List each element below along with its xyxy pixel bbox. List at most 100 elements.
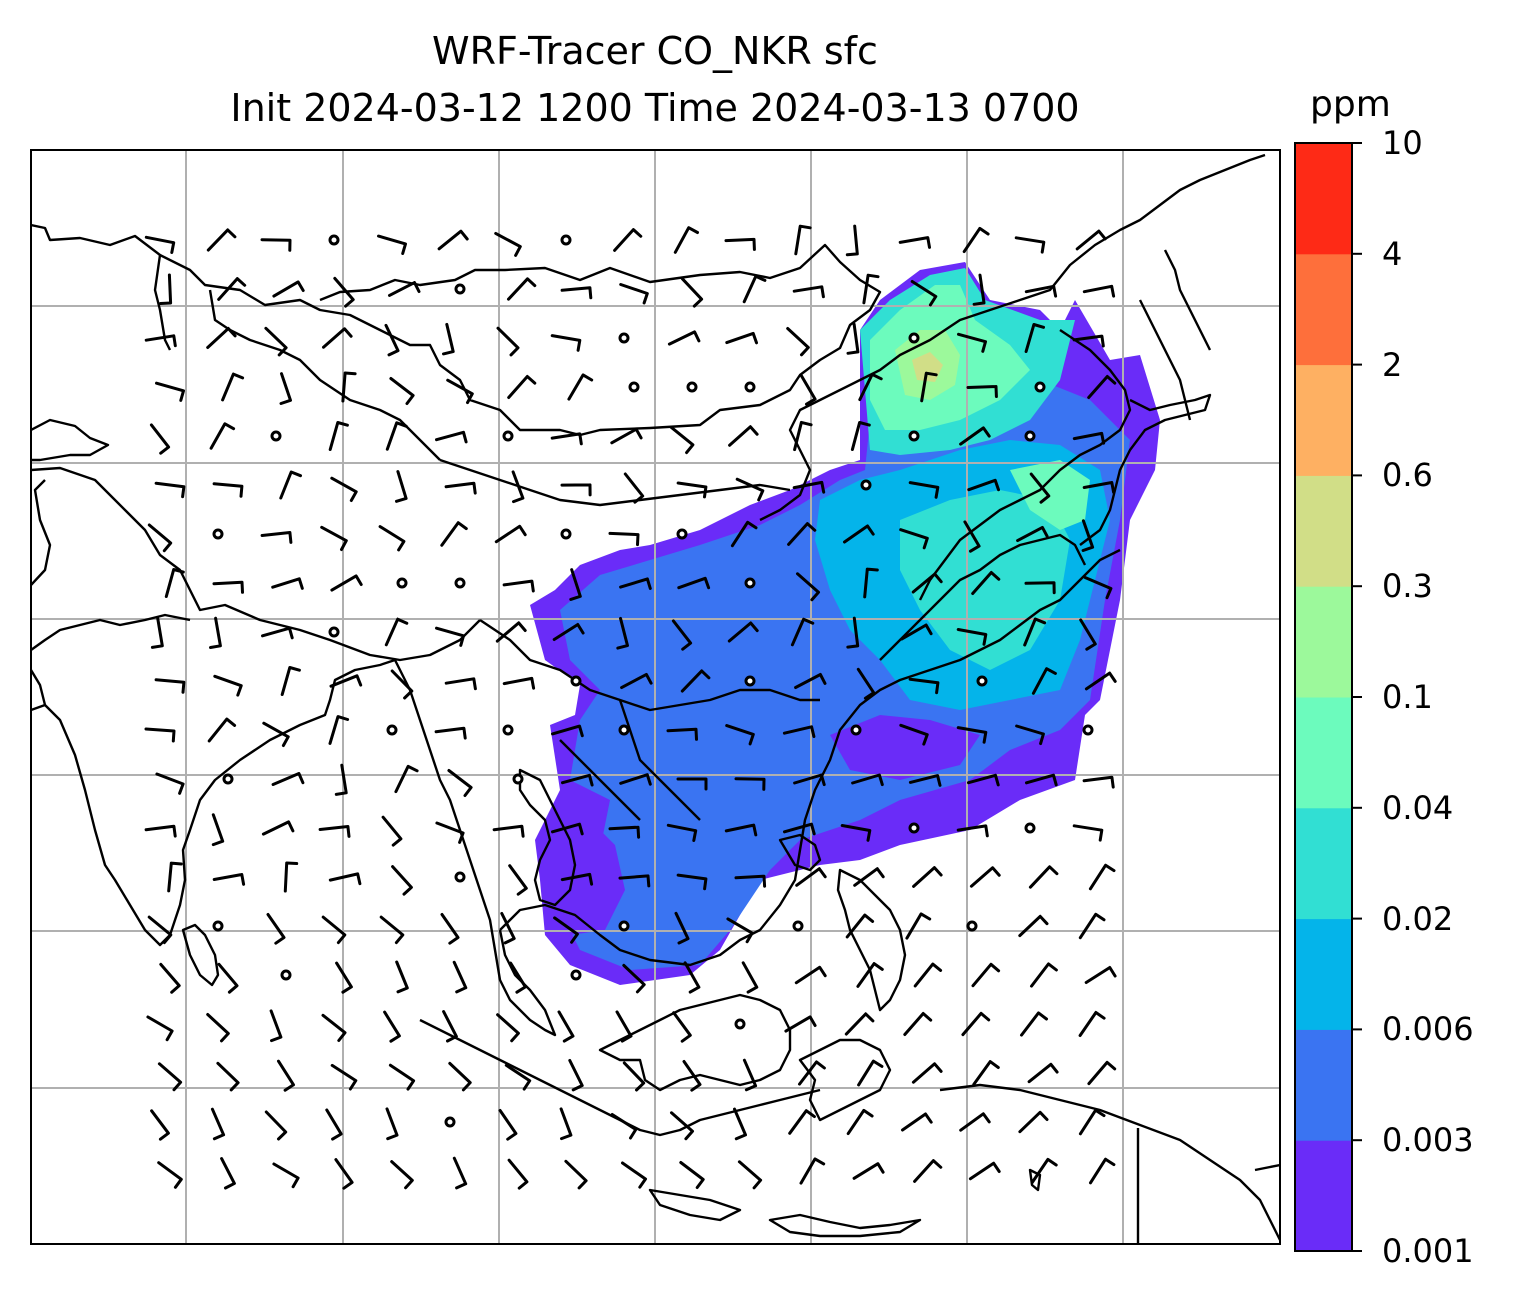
coastline [31, 658, 396, 947]
wind-barb [260, 531, 293, 544]
wind-barb [330, 574, 363, 592]
wind-barb [676, 777, 708, 791]
wind-barb [446, 378, 474, 405]
wind-barb [209, 616, 222, 649]
wind-barb [968, 1161, 1001, 1181]
wind-barb [956, 628, 988, 646]
wind-barb [1018, 1110, 1049, 1134]
wind-barb [957, 332, 987, 353]
calm-marker [1034, 381, 1046, 393]
wind-barb [330, 1063, 358, 1091]
wind-barb [440, 913, 460, 945]
wind-barb [389, 377, 415, 405]
wind-barb [437, 229, 469, 251]
wind-barb [840, 824, 872, 842]
wind-barb [1029, 472, 1051, 504]
wind-barb [261, 626, 294, 640]
wind-barb [494, 524, 527, 544]
wind-barb [680, 277, 704, 308]
wind-barb [969, 866, 1001, 888]
wind-barb [608, 531, 640, 547]
wind-barb [733, 1107, 747, 1141]
wind-barb [1088, 863, 1116, 891]
wind-barb [381, 815, 403, 847]
wind-barb [507, 277, 537, 301]
wind-barb [266, 913, 286, 945]
wind-barb [378, 525, 406, 552]
wind-barb [328, 715, 350, 745]
calm-marker [502, 430, 514, 442]
calm-marker [686, 381, 698, 393]
calm-marker [908, 430, 920, 442]
wind-barb [206, 1013, 230, 1043]
calm-marker [1024, 430, 1036, 442]
colorbar-tick-label: 0.6 [1382, 456, 1433, 495]
colorbar-segment [1295, 253, 1352, 366]
calm-marker [386, 724, 398, 736]
wind-barb [561, 773, 594, 787]
wind-barb [146, 1015, 174, 1042]
wind-barb [1030, 962, 1058, 988]
wind-barb [550, 432, 583, 446]
wind-barb [452, 1156, 468, 1190]
wind-barb [496, 1013, 520, 1043]
wind-barb [328, 872, 362, 886]
wind-barb [442, 322, 455, 356]
wind-barb [553, 916, 579, 944]
coastline [778, 833, 822, 872]
country-border [153, 254, 441, 461]
wind-barb [901, 1112, 933, 1132]
coastline [939, 1083, 1280, 1241]
calm-marker [560, 528, 572, 540]
wind-barb [844, 1012, 875, 1036]
colorbar-segment [1295, 807, 1352, 920]
wind-barb [863, 567, 879, 599]
wind-barb [669, 425, 695, 455]
wind-barb [567, 373, 594, 401]
coastline [518, 768, 577, 907]
wind-barb [261, 820, 295, 836]
wind-barb [1028, 865, 1059, 889]
wind-barb [496, 326, 520, 357]
calm-marker [734, 1018, 746, 1030]
wind-barb [154, 481, 186, 499]
wind-barb [388, 281, 421, 297]
calm-marker [1082, 724, 1094, 736]
calm-marker [212, 528, 224, 540]
wind-barb [212, 482, 244, 498]
wind-barb [971, 571, 1001, 595]
wind-barb [1082, 284, 1116, 298]
wind-barb [908, 481, 940, 499]
colorbar-segment [1295, 697, 1352, 809]
colorbar-tick-label: 4 [1382, 234, 1403, 273]
wind-barb [435, 430, 468, 444]
wind-barb [144, 727, 176, 743]
wind-barb [209, 422, 236, 450]
wind-barb [334, 1158, 354, 1190]
wind-barb [735, 477, 765, 502]
wind-barb [1084, 966, 1117, 984]
wind-barb [384, 323, 400, 357]
wind-barb [787, 522, 817, 546]
wind-barb [277, 1059, 295, 1092]
wind-barb [155, 381, 185, 402]
wind-barb [613, 228, 643, 252]
wind-barb [442, 1010, 458, 1043]
wind-barb [900, 623, 933, 641]
calm-marker [454, 871, 466, 883]
calm-marker [966, 920, 978, 932]
wind-barb [727, 621, 759, 643]
wind-barb [674, 911, 690, 945]
wind-barb [846, 616, 860, 649]
wind-barb [619, 577, 652, 590]
calm-marker [560, 234, 572, 246]
wind-barb [144, 235, 176, 254]
calm-marker [676, 528, 688, 540]
wind-barb [622, 963, 646, 994]
wind-barb [271, 577, 304, 590]
wind-barb [913, 962, 943, 988]
colorbar-segment [1295, 1140, 1352, 1252]
wind-barb [786, 327, 810, 357]
colorbar-segment [1295, 1029, 1352, 1141]
wind-barb [725, 724, 755, 746]
